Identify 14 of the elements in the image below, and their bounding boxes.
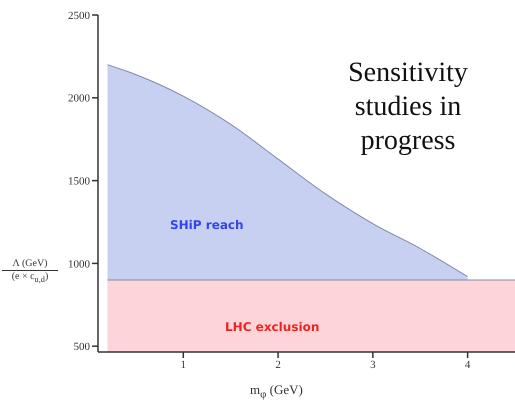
y-axis-title: Λ (GeV) (e × c$_{u,d}$) [10,258,50,284]
y-tick-label: 2000 [68,92,90,105]
x-tick-label: 1 [180,358,186,371]
y-tick-label: 2500 [68,10,90,22]
y-tick-label: 1000 [68,258,90,270]
x-axis-title: m$_{φ}$ (GeV) [250,382,303,401]
x-tick-label: 3 [370,358,376,371]
annotation: Sensitivity studies in progress [347,56,469,158]
x-tick-label: 2 [275,358,281,371]
series-label: SHiP reach [170,218,244,232]
y-tick-label: 500 [74,341,90,354]
series-label: LHC exclusion [225,320,320,334]
y-tick-label: 1500 [68,176,90,188]
x-tick-label: 4 [464,358,471,371]
